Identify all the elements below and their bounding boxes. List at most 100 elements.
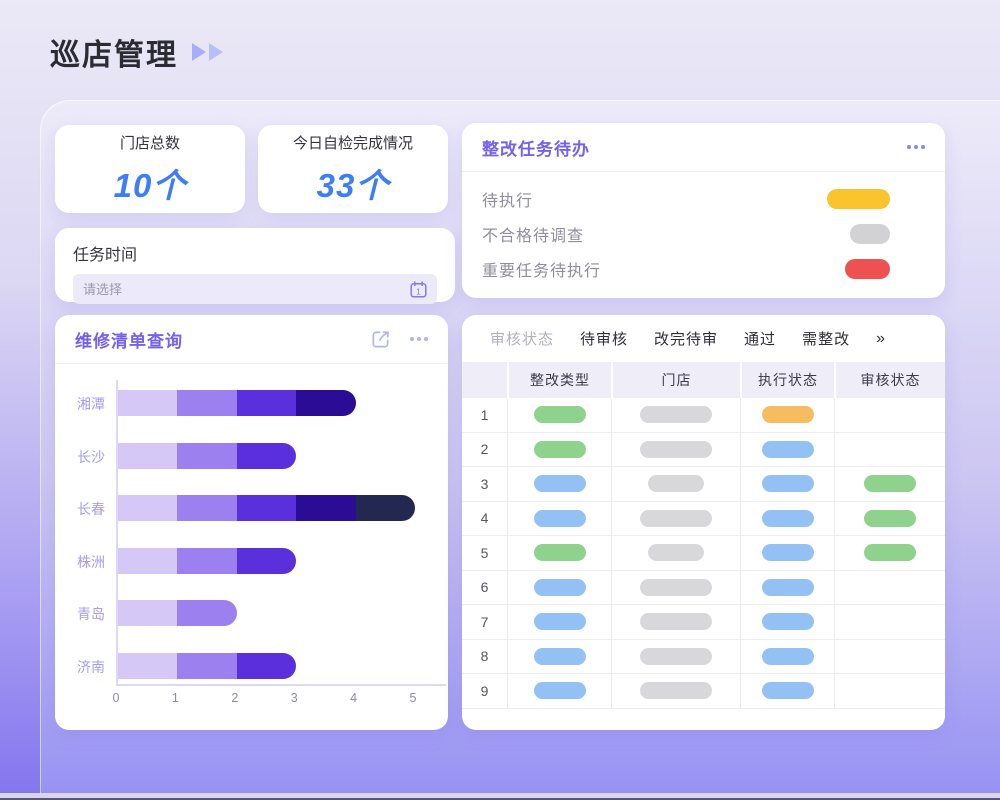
task-time-label: 任务时间 <box>73 247 138 264</box>
store-cell <box>611 674 740 708</box>
table-row[interactable]: 1 <box>462 398 945 433</box>
x-axis-tick-label: 1 <box>171 691 179 705</box>
row-number: 7 <box>480 613 489 630</box>
date-picker[interactable]: 1 <box>73 274 437 304</box>
stacked-bar <box>118 600 237 626</box>
date-input[interactable] <box>83 281 410 297</box>
todo-item-label: 待执行 <box>482 192 534 210</box>
row-number-cell: 6 <box>462 571 507 605</box>
review-status-cell <box>834 536 945 570</box>
todo-item-label: 不合格待调查 <box>482 227 585 245</box>
todo-item-label: 重要任务待执行 <box>482 262 602 280</box>
table-header: 整改类型 门店 执行状态 审核状态 <box>462 362 945 398</box>
store-cell <box>611 398 740 432</box>
todo-card-title: 整改任务待办 <box>482 139 590 159</box>
svg-text:1: 1 <box>416 286 421 296</box>
stat-card-store-total: 门店总数 10个 <box>55 125 245 213</box>
bar-segment <box>236 390 297 416</box>
bar-category-label: 青岛 <box>77 606 105 622</box>
exec-status-cell <box>740 570 834 604</box>
bar-segment <box>177 442 237 469</box>
table-row[interactable]: 6 <box>462 570 945 605</box>
review-status-pill <box>864 509 916 527</box>
store-cell <box>611 605 740 639</box>
exec-status-pill <box>761 475 814 493</box>
tab-3[interactable]: 通过 <box>744 331 777 348</box>
bar-segment <box>177 600 237 626</box>
stacked-bar <box>118 442 297 469</box>
exec-status-pill <box>761 406 814 424</box>
exec-status-cell <box>740 639 834 673</box>
bar-segment <box>177 547 237 574</box>
stacked-bar-chart: 湘潭 长沙 长春 株洲 青岛 济南 0 1 2 3 4 5 <box>55 364 448 730</box>
exec-status-cell <box>740 605 834 639</box>
row-number: 2 <box>480 441 489 458</box>
store-cell <box>611 536 740 570</box>
bar-segment <box>118 495 178 521</box>
table-row[interactable]: 5 <box>462 536 945 571</box>
row-number-cell: 7 <box>462 605 507 639</box>
rectify-type-pill <box>533 578 586 596</box>
repair-chart-card: 维修清单查询 湘潭 长沙 长春 株洲 青岛 济南 0 1 2 3 4 5 <box>55 315 448 730</box>
bar-segment <box>118 652 178 679</box>
table-row[interactable]: 8 <box>462 639 945 674</box>
rectify-type-pill <box>533 509 586 527</box>
ellipsis-menu-icon[interactable] <box>907 145 925 149</box>
store-cell <box>611 467 740 501</box>
bar-category-label: 湘潭 <box>77 396 105 412</box>
todo-card: 整改任务待办 待执行不合格待调查 重要任务待执行 <box>462 123 945 298</box>
exec-status-pill <box>761 509 814 527</box>
row-number: 4 <box>480 510 489 527</box>
todo-list: 待执行不合格待调查 重要任务待执行 <box>462 172 945 286</box>
tab-2[interactable]: 改完待审 <box>654 331 719 348</box>
store-pill <box>640 440 712 458</box>
stat-label: 今日自检完成情况 <box>292 134 413 152</box>
review-status-pill <box>864 475 916 493</box>
table-row[interactable]: 3 <box>462 467 945 502</box>
ellipsis-menu-icon[interactable] <box>410 337 428 341</box>
chart-x-axis <box>116 684 446 686</box>
rectify-type-cell <box>507 467 611 501</box>
review-status-cell <box>834 467 945 501</box>
row-number: 9 <box>480 682 489 699</box>
tabs-more-chevron[interactable]: » <box>876 329 885 347</box>
row-number-cell: 5 <box>462 536 507 570</box>
calendar-icon[interactable]: 1 <box>410 280 427 298</box>
review-status-cell <box>834 432 945 466</box>
exec-status-cell <box>740 536 834 570</box>
todo-item: 重要任务待执行 <box>462 251 945 286</box>
bar-category-label: 长沙 <box>77 448 105 465</box>
bar-segment <box>236 495 297 521</box>
review-status-cell <box>834 639 945 673</box>
review-status-cell <box>834 674 945 708</box>
table-row[interactable]: 9 <box>462 674 945 709</box>
row-number: 1 <box>480 406 489 423</box>
table-row[interactable]: 7 <box>462 605 945 640</box>
table-row[interactable]: 2 <box>462 432 945 467</box>
row-number: 8 <box>480 648 489 665</box>
tab-1[interactable]: 待审核 <box>580 331 629 348</box>
store-pill <box>640 406 712 424</box>
tab-4[interactable]: 需整改 <box>802 331 851 348</box>
store-pill <box>640 578 712 596</box>
store-pill <box>648 544 704 562</box>
rectify-type-pill <box>533 647 586 665</box>
row-number-cell: 1 <box>462 398 507 432</box>
review-status-cell <box>834 605 945 639</box>
share-export-icon[interactable] <box>370 328 392 350</box>
row-number: 3 <box>480 475 489 492</box>
chart-y-axis <box>116 380 118 686</box>
exec-status-pill <box>761 647 814 665</box>
todo-item: 不合格待调查 <box>462 216 945 251</box>
table-row[interactable]: 4 <box>462 501 945 536</box>
row-number-cell: 9 <box>462 674 507 708</box>
rectify-type-cell <box>507 501 611 535</box>
bar-category-label: 长春 <box>77 501 105 517</box>
chart-card-title: 维修清单查询 <box>75 331 183 351</box>
column-header: 整改类型 <box>507 362 611 398</box>
stat-value: 33个 <box>316 166 390 204</box>
todo-item: 待执行 <box>462 181 945 216</box>
review-status-cell <box>834 501 945 535</box>
stat-card-self-check: 今日自检完成情况 33个 <box>258 125 448 213</box>
status-pill <box>850 223 890 244</box>
